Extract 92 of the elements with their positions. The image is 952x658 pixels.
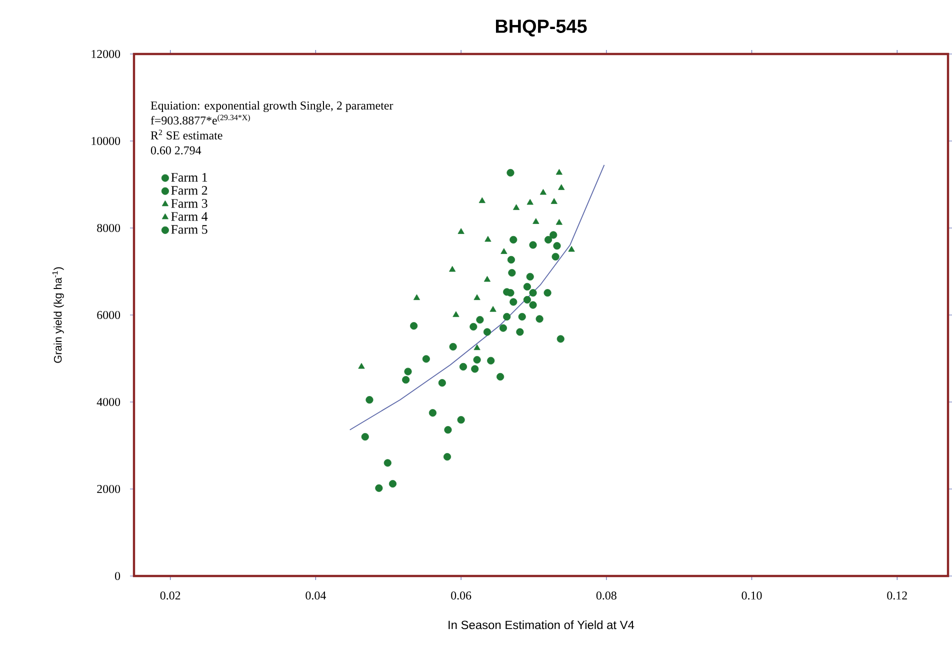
- y-tick-label: 0: [114, 572, 120, 580]
- point: [478, 197, 486, 204]
- point: [507, 256, 515, 264]
- point: [523, 296, 531, 304]
- point: [459, 362, 468, 371]
- y-tick-label: 6000: [97, 310, 120, 320]
- point: [413, 294, 420, 300]
- point: [483, 328, 492, 336]
- y-axis-title: Grain yield (kg ha$^{-1}$): [52, 267, 64, 363]
- legend-label: Farm 4: [171, 212, 208, 221]
- point: [540, 188, 546, 195]
- point: [471, 365, 479, 373]
- y-tick-label: 2000: [97, 484, 120, 494]
- point: [500, 248, 508, 254]
- point: [388, 480, 397, 488]
- point: [452, 311, 460, 317]
- x-tick-label: 0.06: [451, 591, 472, 600]
- point: [366, 396, 374, 404]
- point: [484, 276, 491, 282]
- point: [428, 409, 436, 417]
- point: [438, 379, 446, 387]
- point: [556, 168, 562, 175]
- point: [457, 416, 465, 424]
- x-axis-title: In Season Estimation of Yield at V4: [448, 620, 634, 630]
- point: [470, 322, 478, 331]
- point: [536, 315, 544, 323]
- point: [516, 328, 524, 336]
- point: [529, 289, 537, 297]
- point: [449, 266, 456, 272]
- annotation: f=903.8877*e$^{(29.34*X)}$: [150, 114, 250, 125]
- point: [496, 372, 504, 381]
- x-tick-label: 0.04: [306, 591, 326, 600]
- point: [474, 294, 480, 300]
- y-tick-label: 10000: [92, 136, 120, 146]
- x-tick-label: 0.12: [887, 591, 907, 600]
- point: [526, 198, 534, 205]
- point: [553, 242, 561, 250]
- point: [544, 236, 552, 244]
- point: [458, 228, 464, 234]
- point: [510, 298, 518, 306]
- y-tick-label: 12000: [92, 50, 120, 58]
- annotation: 0.60 2.794: [150, 146, 202, 154]
- point: [529, 301, 537, 309]
- point: [518, 312, 526, 321]
- x-tick-label: 0.08: [596, 591, 616, 600]
- x-tick-label: 0.10: [742, 591, 762, 600]
- point: [473, 356, 481, 364]
- point: [523, 282, 531, 291]
- annotation: R$^{2}$ SE estimate: [150, 130, 222, 140]
- point: [375, 484, 383, 492]
- point: [556, 335, 564, 343]
- x-tick-label: 0.02: [160, 591, 180, 600]
- point: [361, 433, 369, 441]
- point: [474, 344, 480, 350]
- point: [510, 236, 518, 244]
- legend-label: Farm 3: [171, 199, 208, 208]
- point: [449, 342, 457, 351]
- point: [550, 198, 558, 204]
- y-tick-label: 8000: [97, 224, 120, 232]
- point: [544, 289, 552, 297]
- point: [402, 376, 410, 384]
- point: [490, 306, 496, 312]
- point: [404, 368, 412, 376]
- legend-label: Farm 1: [171, 173, 208, 182]
- point: [529, 241, 537, 249]
- y-tick-label: 4000: [96, 398, 120, 406]
- point: [550, 231, 558, 239]
- legend-label: Farm 2: [171, 186, 208, 195]
- point: [512, 204, 520, 210]
- point: [499, 324, 507, 332]
- point: [508, 269, 516, 277]
- point: [410, 322, 418, 330]
- point: [558, 184, 565, 190]
- point: [444, 426, 452, 434]
- point: [443, 453, 452, 461]
- chart-title: BHQP-545: [496, 20, 587, 37]
- line-series: [349, 164, 605, 430]
- legend-label: Farm 5: [171, 225, 208, 234]
- annotation: Equiation: exponential growth Single, 2 parameter: [150, 101, 394, 112]
- point: [503, 312, 511, 321]
- point: [358, 362, 365, 369]
- point: [484, 236, 492, 242]
- point: [568, 246, 575, 252]
- point: [487, 356, 495, 364]
- point: [556, 218, 562, 225]
- point: [552, 252, 560, 260]
- point: [532, 218, 540, 224]
- point: [476, 316, 484, 324]
- point: [526, 272, 534, 281]
- point: [506, 168, 514, 177]
- point: [422, 355, 430, 363]
- point: [384, 459, 392, 467]
